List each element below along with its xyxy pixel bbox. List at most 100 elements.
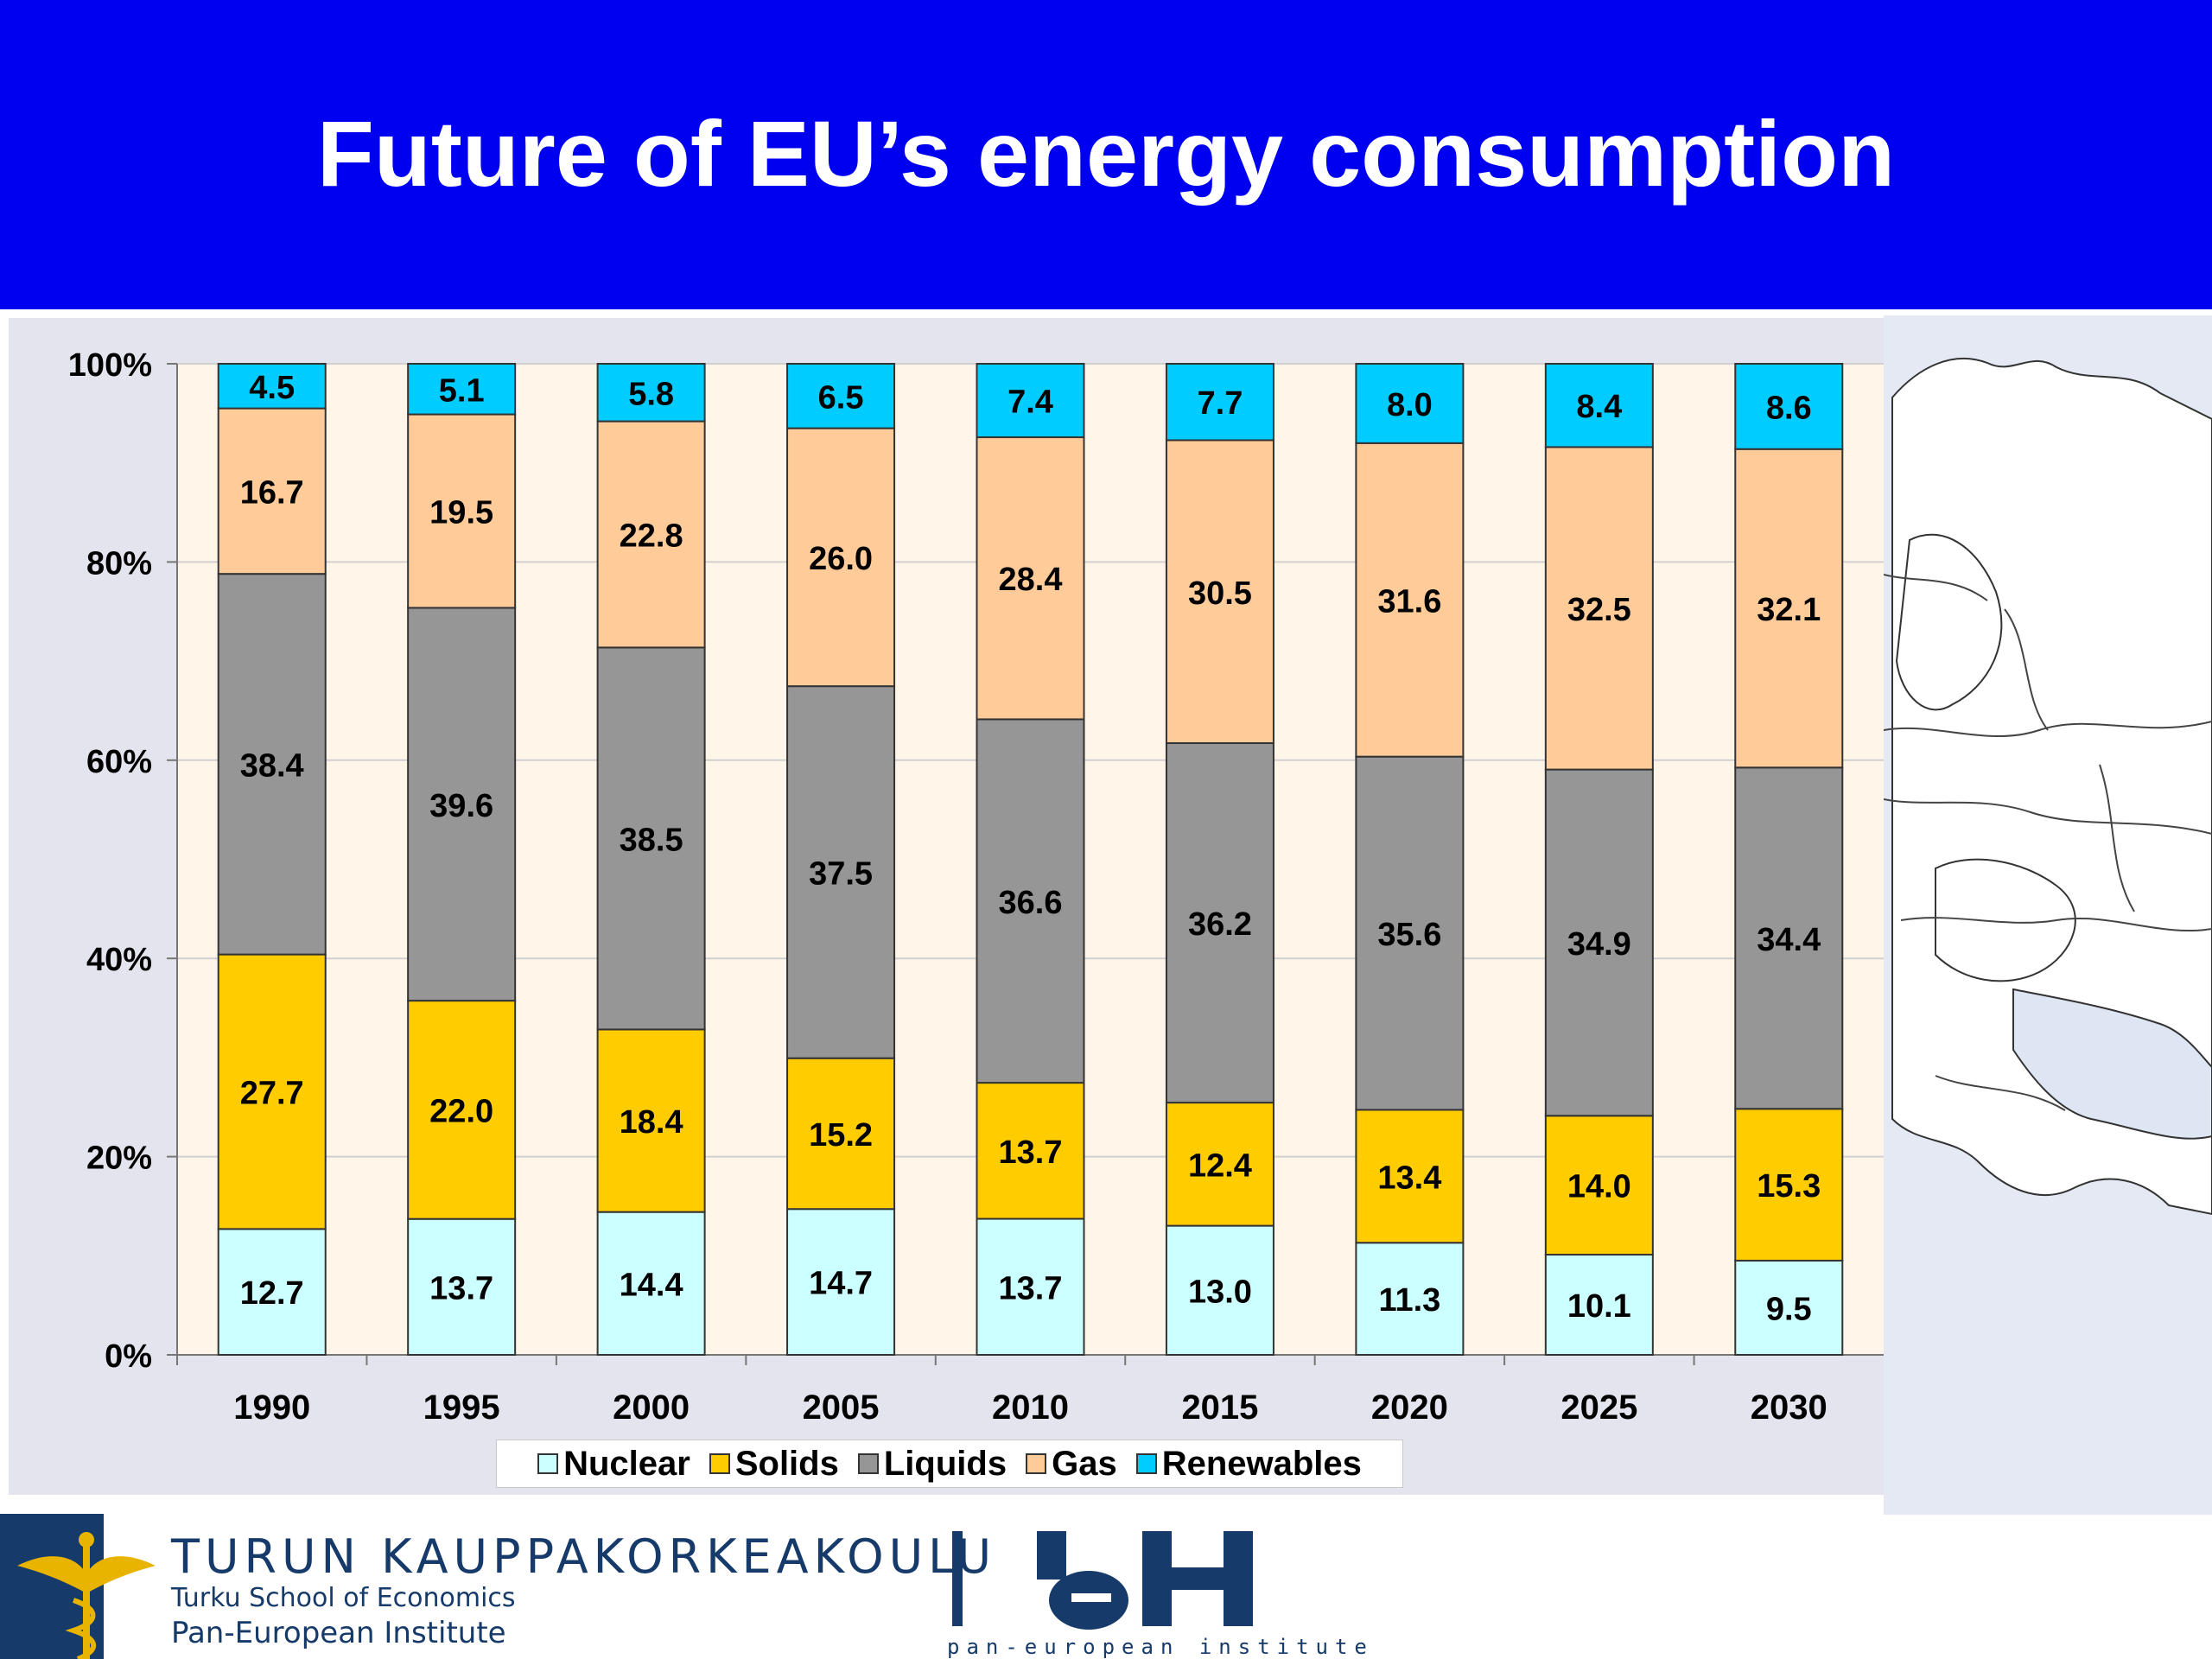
legend-label: Solids — [734, 1444, 839, 1483]
data-label-solids-2005: 15.2 — [809, 1117, 873, 1154]
bar-segment-solids-1995 — [407, 1000, 517, 1220]
data-label-nuclear-2015: 13.0 — [1188, 1274, 1252, 1310]
data-label-renewables-2015: 7.7 — [1198, 385, 1243, 422]
bar-segment-gas-2005 — [786, 427, 896, 688]
legend-item-renewables: Renewables — [1131, 1445, 1367, 1484]
bar-segment-solids-2000 — [596, 1028, 706, 1213]
tse-name-english: Turku School of Economics — [171, 1583, 516, 1613]
data-label-gas-2025: 32.5 — [1567, 592, 1631, 628]
data-label-nuclear-2020: 11.3 — [1378, 1282, 1440, 1319]
data-label-nuclear-2005: 14.7 — [809, 1266, 873, 1302]
data-label-renewables-2020: 8.0 — [1387, 387, 1433, 423]
legend-swatch — [537, 1453, 559, 1474]
y-tick-label: 20% — [86, 1141, 152, 1177]
legend-item-solids: Solids — [704, 1445, 844, 1484]
data-label-nuclear-2000: 14.4 — [620, 1267, 683, 1303]
bar-segment-renewables-2025 — [1544, 363, 1654, 448]
x-tick-label-2030: 2030 — [1751, 1389, 1827, 1427]
data-label-nuclear-2030: 9.5 — [1766, 1291, 1812, 1327]
bar-segment-renewables-2030 — [1734, 363, 1844, 450]
pei-logo-icon — [952, 1531, 1253, 1630]
data-label-renewables-2005: 6.5 — [818, 379, 864, 416]
data-label-liquids-1995: 39.6 — [429, 788, 493, 824]
data-label-gas-2000: 22.8 — [620, 518, 683, 554]
data-label-renewables-1995: 5.1 — [439, 372, 485, 409]
bar-segment-liquids-1990 — [217, 573, 327, 956]
x-tick-label-1995: 1995 — [423, 1389, 500, 1427]
bar-segment-nuclear-2025 — [1544, 1254, 1654, 1356]
data-label-gas-2015: 30.5 — [1188, 575, 1252, 612]
data-label-liquids-2010: 36.6 — [999, 885, 1063, 921]
bar-segment-liquids-2020 — [1355, 755, 1465, 1111]
data-label-liquids-1990: 38.4 — [240, 747, 304, 784]
bar-segment-gas-2030 — [1734, 448, 1844, 769]
data-label-liquids-2030: 34.4 — [1757, 922, 1821, 958]
bar-segment-gas-2025 — [1544, 446, 1654, 771]
data-label-gas-2020: 31.6 — [1377, 583, 1441, 620]
bar-segment-gas-1990 — [217, 407, 327, 575]
bar-segment-nuclear-1990 — [217, 1228, 327, 1357]
bar-segment-renewables-1995 — [407, 363, 517, 416]
data-label-gas-2010: 28.4 — [999, 562, 1063, 598]
footer-logos: TURUN KAUPPAKORKEAKOULU Turku School of … — [0, 1514, 2212, 1659]
chart-legend: Nuclear Solids Liquids Gas Renewables — [496, 1440, 1403, 1488]
legend-label: Liquids — [883, 1444, 1007, 1483]
data-label-gas-2030: 32.1 — [1757, 592, 1821, 628]
x-tick-label-2005: 2005 — [803, 1389, 880, 1427]
bar-segment-gas-2000 — [596, 420, 706, 649]
y-tick-label: 40% — [86, 942, 152, 978]
data-label-solids-2015: 12.4 — [1188, 1147, 1252, 1184]
caduceus-logo-icon — [0, 1514, 156, 1659]
bar-segment-solids-2010 — [976, 1082, 1085, 1220]
bar-segment-solids-2030 — [1734, 1108, 1844, 1262]
x-tick-label-1990: 1990 — [233, 1389, 310, 1427]
data-label-solids-1990: 27.7 — [240, 1075, 304, 1111]
data-label-solids-2030: 15.3 — [1757, 1168, 1821, 1205]
tse-institute-name: Pan-European Institute — [171, 1616, 506, 1650]
bar-segment-renewables-2010 — [976, 363, 1085, 439]
data-label-liquids-2020: 35.6 — [1377, 917, 1441, 953]
data-label-solids-2025: 14.0 — [1567, 1169, 1631, 1205]
bar-segment-liquids-2000 — [596, 646, 706, 1031]
legend-swatch — [1135, 1453, 1157, 1474]
legend-label: Renewables — [1161, 1444, 1362, 1483]
bar-segment-gas-2020 — [1355, 442, 1465, 758]
data-label-nuclear-1990: 12.7 — [240, 1275, 304, 1312]
data-label-solids-2000: 18.4 — [620, 1104, 683, 1141]
europe-map-image — [1884, 315, 2212, 1515]
legend-label: Nuclear — [563, 1444, 690, 1483]
data-label-liquids-2025: 34.9 — [1567, 926, 1631, 963]
data-label-solids-2020: 13.4 — [1377, 1160, 1441, 1196]
data-label-renewables-2010: 7.4 — [1007, 385, 1053, 421]
bar-segment-solids-2025 — [1544, 1115, 1654, 1256]
bar-segment-renewables-2005 — [786, 363, 896, 429]
legend-item-gas: Gas — [1020, 1445, 1122, 1484]
data-label-solids-1995: 22.0 — [429, 1093, 493, 1129]
y-tick-label: 60% — [86, 744, 152, 780]
bar-segment-renewables-2000 — [596, 363, 706, 423]
bar-segment-gas-1995 — [407, 413, 517, 609]
y-tick-label: 80% — [86, 545, 152, 582]
legend-item-nuclear: Nuclear — [532, 1445, 696, 1484]
bar-segment-nuclear-2010 — [976, 1217, 1085, 1357]
bar-segment-liquids-2030 — [1734, 766, 1844, 1110]
bar-segment-nuclear-2005 — [786, 1208, 896, 1356]
bar-segment-gas-2010 — [976, 436, 1085, 721]
data-label-gas-1995: 19.5 — [429, 495, 493, 531]
legend-swatch — [1026, 1453, 1047, 1474]
x-tick-label-2010: 2010 — [992, 1389, 1069, 1427]
data-label-nuclear-1995: 13.7 — [429, 1270, 493, 1306]
legend-item-liquids: Liquids — [853, 1445, 1012, 1484]
y-tick-label: 100% — [68, 347, 152, 384]
x-tick-label-2015: 2015 — [1181, 1389, 1258, 1427]
bar-segment-liquids-2015 — [1165, 742, 1274, 1104]
pei-tagline: pan-european institute — [947, 1635, 1374, 1659]
data-label-nuclear-2025: 10.1 — [1567, 1288, 1631, 1325]
data-label-liquids-2000: 38.5 — [620, 822, 683, 858]
data-label-renewables-2025: 8.4 — [1576, 389, 1622, 425]
bar-segment-gas-2015 — [1165, 439, 1274, 745]
bar-segment-nuclear-2015 — [1165, 1224, 1274, 1356]
x-tick-label-2020: 2020 — [1371, 1389, 1448, 1427]
data-label-solids-2010: 13.7 — [999, 1135, 1063, 1171]
